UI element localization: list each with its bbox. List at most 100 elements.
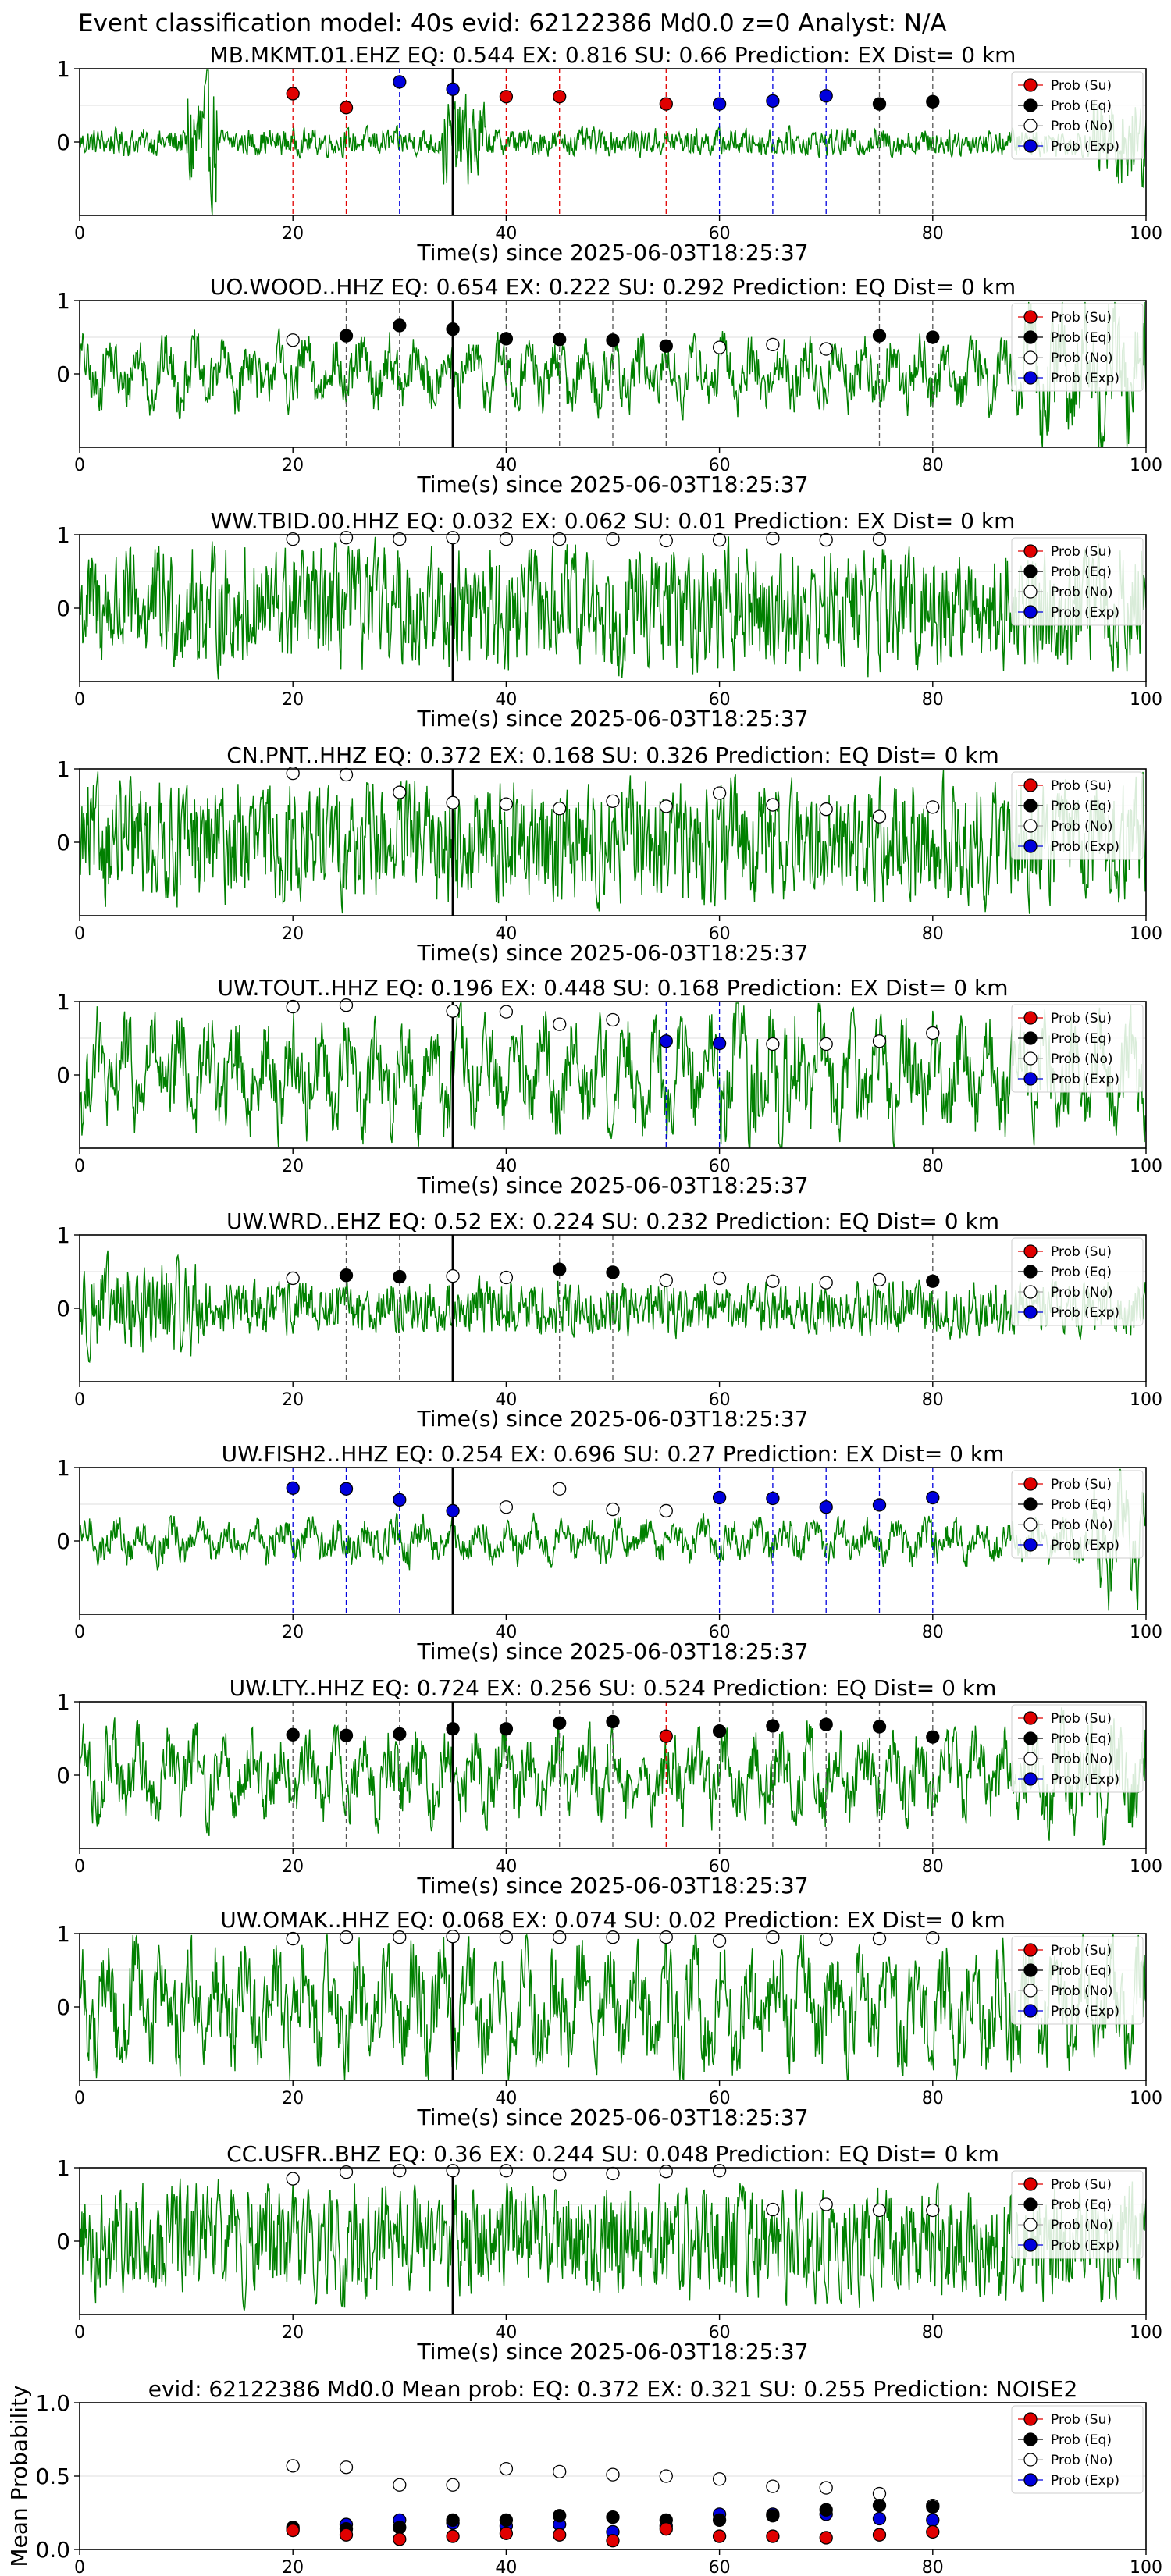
x-tick-label: 20 [282, 1857, 304, 1877]
legend-marker [1023, 544, 1038, 558]
window-probability-marker [766, 337, 780, 352]
legend-marker [1023, 2004, 1038, 2018]
x-tick-label: 80 [922, 1390, 944, 1410]
window-probability-marker [819, 532, 833, 547]
panel-title: evid: 62122386 Md0.0 Mean prob: EQ: 0.37… [148, 2376, 1078, 2402]
legend-marker [1023, 1497, 1038, 1511]
window-probability-marker [393, 1930, 407, 1944]
window-probability-marker [659, 1729, 673, 1743]
mean-probability-point [499, 2513, 514, 2528]
window-probability-marker [446, 1503, 460, 1518]
legend-marker [1023, 1477, 1038, 1491]
window-probability-marker [819, 802, 833, 817]
window-probability-marker [712, 2164, 727, 2178]
x-tick-label: 40 [495, 1157, 517, 1176]
window-probability-marker [819, 1037, 833, 1051]
legend-label: Prob (No) [1051, 119, 1113, 134]
legend-marker [1023, 1963, 1038, 1977]
mean-probability-point [286, 2459, 300, 2473]
y-tick-label: 1 [56, 1455, 70, 1481]
window-probability-marker [606, 1714, 620, 1729]
legend-label: Prob (Su) [1051, 2177, 1112, 2193]
legend-label: Prob (Su) [1051, 1244, 1112, 1260]
x-tick-label: 80 [922, 224, 944, 244]
mean-probability-point [499, 2461, 514, 2476]
window-probability-marker [819, 2197, 833, 2211]
mean-probability-point [926, 2524, 940, 2539]
window-probability-marker [926, 1026, 940, 1041]
window-probability-marker [819, 1500, 833, 1514]
mean-probability-point [872, 2498, 887, 2513]
legend-marker [1023, 1051, 1038, 1066]
legend-frame [1011, 771, 1144, 860]
mean-probability-point [553, 2464, 567, 2479]
window-probability-marker [712, 1934, 727, 1948]
y-tick-label: 0 [56, 130, 70, 155]
panel-8: UW.LTY..HHZ EQ: 0.724 EX: 0.256 SU: 0.52… [56, 1675, 1162, 1898]
window-probability-marker [926, 1490, 940, 1505]
panel-title: UW.LTY..HHZ EQ: 0.724 EX: 0.256 SU: 0.52… [230, 1675, 997, 1701]
y-tick-label: 1 [56, 989, 70, 1015]
window-probability-marker [872, 1034, 887, 1048]
window-probability-marker [339, 2165, 354, 2179]
x-axis-label: Time(s) since 2025-06-03T18:25:37 [416, 706, 808, 731]
legend: Prob (Su) Prob (Eq) Prob (No) Prob (Exp) [1011, 2405, 1144, 2494]
legend-label: Prob (Su) [1051, 2412, 1112, 2428]
mean-probability-point [446, 2513, 460, 2528]
window-probability-marker [286, 1481, 300, 1495]
window-probability-marker [872, 1720, 887, 1734]
panel-9: UW.OMAK..HHZ EQ: 0.068 EX: 0.074 SU: 0.0… [56, 1907, 1162, 2130]
x-tick-label: 40 [495, 2089, 517, 2108]
x-axis-label: Time(s) since 2025-06-03T18:25:37 [416, 2339, 808, 2364]
window-probability-marker [872, 1931, 887, 1946]
legend-label: Prob (Eq) [1051, 2197, 1112, 2213]
window-probability-marker [819, 1932, 833, 1947]
waveform-trace [80, 69, 1146, 215]
x-tick-label: 40 [495, 1857, 517, 1877]
window-probability-marker [872, 1498, 887, 1512]
legend-frame [1011, 2170, 1144, 2259]
window-probability-marker [286, 1931, 300, 1946]
legend-label: Prob (Exp) [1051, 839, 1119, 855]
legend-marker [1023, 2238, 1038, 2252]
x-tick-label: 20 [282, 1157, 304, 1176]
x-tick-label: 80 [922, 924, 944, 944]
panel-4: CN.PNT..HHZ EQ: 0.372 EX: 0.168 SU: 0.32… [56, 742, 1162, 966]
window-probability-marker [339, 1482, 354, 1496]
legend: Prob (Su) Prob (Eq) Prob (No) Prob (Exp) [1011, 771, 1144, 860]
legend-marker [1023, 330, 1038, 344]
window-probability-marker [712, 340, 727, 354]
window-probability-marker [286, 999, 300, 1014]
panel-title: WW.TBID.00.HHZ EQ: 0.032 EX: 0.062 SU: 0… [211, 508, 1016, 534]
window-probability-marker [339, 531, 354, 545]
y-tick-label: 0 [56, 1763, 70, 1788]
legend-marker [1023, 1943, 1038, 1957]
legend-label: Prob (Exp) [1051, 371, 1119, 386]
legend-marker [1023, 119, 1038, 133]
x-tick-label: 80 [922, 1623, 944, 1642]
window-probability-marker [606, 1012, 620, 1027]
x-tick-label: 80 [922, 690, 944, 710]
mean-probability-point [712, 2529, 727, 2543]
x-tick-label: 20 [282, 456, 304, 475]
mean-probability-point [393, 2478, 407, 2492]
legend-label: Prob (Su) [1051, 310, 1112, 326]
legend-label: Prob (Eq) [1051, 98, 1112, 114]
x-tick-label: 20 [282, 2089, 304, 2108]
window-probability-marker [872, 809, 887, 824]
x-tick-label: 100 [1130, 2089, 1162, 2108]
legend-marker [1023, 839, 1038, 853]
window-probability-marker [393, 1269, 407, 1284]
x-tick-label: 0 [74, 2323, 85, 2343]
x-tick-label: 60 [709, 1857, 731, 1877]
window-probability-marker [819, 89, 833, 103]
window-probability-marker [286, 87, 300, 101]
x-tick-label: 0 [74, 456, 85, 475]
legend: Prob (Su) Prob (Eq) Prob (No) Prob (Exp) [1011, 537, 1144, 626]
x-tick-label: 40 [495, 1390, 517, 1410]
legend: Prob (Su) Prob (Eq) Prob (No) Prob (Exp) [1011, 303, 1144, 392]
window-probability-marker [499, 532, 514, 546]
x-tick-label: 40 [495, 456, 517, 475]
